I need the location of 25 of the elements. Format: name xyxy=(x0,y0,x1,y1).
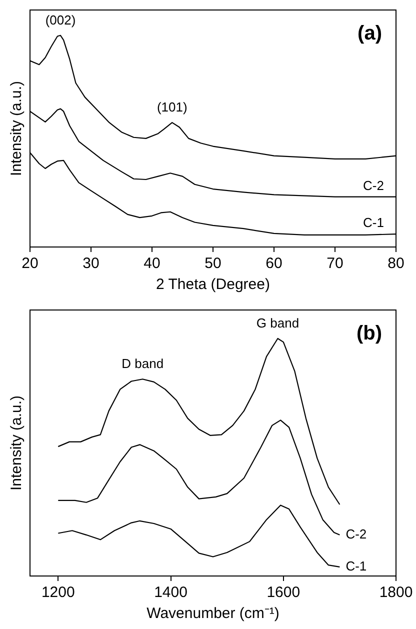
series-label: C-1 xyxy=(363,215,384,230)
y-axis-title: Intensity (a.u.) xyxy=(8,80,26,176)
x-tick-label: 1800 xyxy=(379,584,413,602)
y-axis-title: Intensity (a.u.) xyxy=(8,395,26,491)
x-tick-label: 1400 xyxy=(154,584,188,602)
x-axis-title: Wavenumber (cm⁻¹) xyxy=(146,605,280,622)
x-tick-label: 1200 xyxy=(41,584,75,602)
series-label: C-2 xyxy=(346,526,367,542)
x-tick-label: 20 xyxy=(22,255,38,272)
x-tick-label: 80 xyxy=(388,255,404,272)
annotation: (b) xyxy=(356,322,382,345)
x-tick-label: 30 xyxy=(82,255,100,272)
x-tick-label: 40 xyxy=(144,255,160,272)
annotation: (a) xyxy=(358,22,382,45)
x-tick-label: 1600 xyxy=(266,584,300,602)
annotation: (002) xyxy=(45,12,76,28)
annotation: D band xyxy=(122,356,164,372)
annotation: (101) xyxy=(156,100,188,115)
x-tick-label: 50 xyxy=(204,255,222,272)
series-label: C-1 xyxy=(346,558,367,574)
series-label: C-2 xyxy=(363,178,384,193)
x-tick-label: 70 xyxy=(326,255,344,272)
x-axis-title: 2 Theta (Degree) xyxy=(156,276,270,294)
annotation: G band xyxy=(256,316,300,331)
x-tick-label: 60 xyxy=(266,255,282,272)
